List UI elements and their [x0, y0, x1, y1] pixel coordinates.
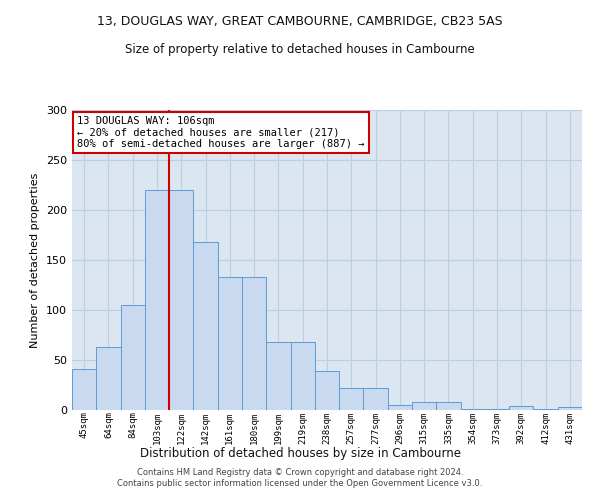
Text: Distribution of detached houses by size in Cambourne: Distribution of detached houses by size … — [139, 448, 461, 460]
Bar — [364, 388, 388, 410]
Bar — [533, 409, 558, 410]
Bar — [290, 342, 315, 410]
Text: Contains HM Land Registry data © Crown copyright and database right 2024.
Contai: Contains HM Land Registry data © Crown c… — [118, 468, 482, 487]
Bar — [509, 406, 533, 410]
Bar — [218, 277, 242, 410]
Bar — [121, 305, 145, 410]
Bar — [436, 402, 461, 410]
Bar — [388, 405, 412, 410]
Bar — [169, 190, 193, 410]
Text: 13, DOUGLAS WAY, GREAT CAMBOURNE, CAMBRIDGE, CB23 5AS: 13, DOUGLAS WAY, GREAT CAMBOURNE, CAMBRI… — [97, 15, 503, 28]
Bar — [242, 277, 266, 410]
Bar — [339, 388, 364, 410]
Y-axis label: Number of detached properties: Number of detached properties — [31, 172, 40, 348]
Bar — [96, 347, 121, 410]
Bar — [315, 371, 339, 410]
Bar — [485, 409, 509, 410]
Bar — [145, 190, 169, 410]
Text: Size of property relative to detached houses in Cambourne: Size of property relative to detached ho… — [125, 42, 475, 56]
Bar — [461, 409, 485, 410]
Bar — [266, 342, 290, 410]
Bar — [72, 369, 96, 410]
Bar — [193, 242, 218, 410]
Text: 13 DOUGLAS WAY: 106sqm
← 20% of detached houses are smaller (217)
80% of semi-de: 13 DOUGLAS WAY: 106sqm ← 20% of detached… — [77, 116, 365, 149]
Bar — [412, 402, 436, 410]
Bar — [558, 407, 582, 410]
